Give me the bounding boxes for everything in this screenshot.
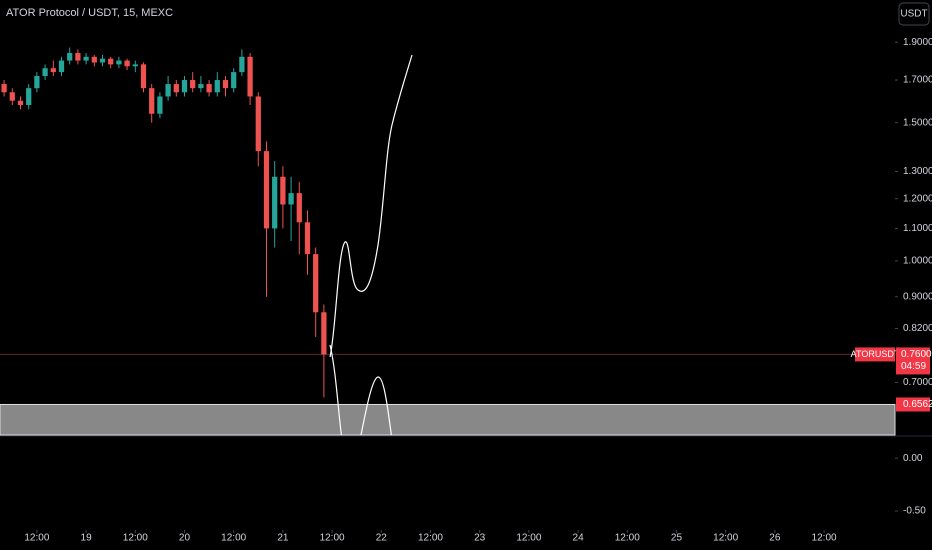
drawings: [329, 54, 413, 435]
y-tick-label: -0.50: [903, 506, 926, 517]
countdown-label: 04:59: [901, 361, 926, 372]
candle-body: [247, 56, 253, 97]
candle-body: [222, 80, 229, 89]
candle-body: [255, 96, 261, 152]
candle-body: [296, 193, 302, 223]
candle-body: [9, 92, 15, 101]
x-tick-label: 19: [81, 533, 93, 544]
y-tick-label: 1.3000: [903, 166, 932, 177]
x-tick-label: 21: [277, 533, 289, 544]
y-tick-label: 0.00: [903, 453, 923, 464]
x-tick-label: 12:00: [418, 533, 443, 544]
candle-body: [231, 72, 237, 89]
zone-box: [0, 403, 896, 436]
x-tick-label: 20: [179, 533, 191, 544]
candle-body: [116, 60, 122, 65]
candle-body: [206, 84, 212, 93]
y-tick-label: 0.8200: [903, 323, 932, 334]
candle-body: [26, 88, 32, 105]
candle-body: [181, 80, 188, 93]
x-tick-label: 12:00: [812, 533, 837, 544]
candle-body: [132, 64, 138, 67]
candle-body: [190, 80, 196, 89]
main-pane: [0, 47, 896, 436]
candle-body: [50, 68, 56, 73]
price-label: 0.7600: [901, 349, 932, 360]
candle-body: [165, 84, 171, 97]
symbol-label: ATORUSDT: [851, 349, 900, 359]
candle-body: [173, 84, 179, 93]
y-tick-label: 1.2000: [903, 193, 932, 204]
x-tick-label: 12:00: [713, 533, 738, 544]
x-tick-label: 12:00: [320, 533, 345, 544]
drawing-curve: [329, 344, 392, 435]
candle-body: [157, 96, 163, 114]
x-tick-label: 12:00: [123, 533, 148, 544]
x-tick-label: 12:00: [221, 533, 246, 544]
x-tick-label: 23: [474, 533, 486, 544]
zone-label-box: [896, 397, 930, 412]
candle-body: [42, 68, 48, 77]
candle-body: [140, 64, 147, 89]
y-tick-label: 1.5000: [903, 117, 932, 128]
candle-body: [304, 222, 311, 255]
price-box: [896, 347, 930, 375]
candle-body: [1, 84, 7, 93]
candle-body: [34, 76, 40, 89]
candle-body: [124, 60, 130, 67]
candle-body: [67, 53, 73, 61]
y-tick-label: 1.1000: [903, 223, 932, 234]
y-tick-label: 1.0000: [903, 256, 932, 267]
candle-body: [288, 193, 294, 205]
y-tick-label: 1.7000: [903, 75, 932, 86]
x-tick-label: 26: [769, 533, 781, 544]
candle-body: [272, 176, 278, 229]
y-tick-label: 0.9000: [903, 291, 932, 302]
currency-label[interactable]: USDT: [900, 9, 927, 20]
candle-body: [91, 56, 97, 63]
candle-body: [149, 88, 155, 114]
x-tick-label: 12:00: [24, 533, 49, 544]
x-tick-label: 12:00: [615, 533, 640, 544]
symbol-box: [855, 347, 895, 362]
candle-body: [17, 100, 24, 105]
candle-body: [58, 60, 65, 73]
y-tick-label: 0.7000: [903, 377, 932, 388]
x-tick-label: 25: [671, 533, 683, 544]
x-tick-label: 22: [376, 533, 388, 544]
candle-body: [321, 312, 327, 355]
candle-body: [99, 58, 106, 63]
y-tick-label: 1.9000: [903, 37, 932, 48]
zone-label: 0.6562: [903, 399, 932, 410]
currency-button[interactable]: [898, 2, 930, 26]
candle-body: [239, 56, 245, 73]
candle-body: [75, 53, 81, 61]
candle-body: [198, 84, 204, 89]
candle-body: [263, 151, 270, 229]
drawing-curve: [329, 54, 413, 358]
candle-body: [214, 80, 220, 93]
candle-body: [313, 254, 319, 313]
candle-body: [83, 56, 89, 61]
x-tick-label: 24: [573, 533, 585, 544]
candle-body: [108, 58, 114, 65]
chart-title: ATOR Protocol / USDT, 15, MEXC: [6, 7, 173, 19]
candle-body: [280, 176, 286, 205]
x-tick-label: 12:00: [516, 533, 541, 544]
